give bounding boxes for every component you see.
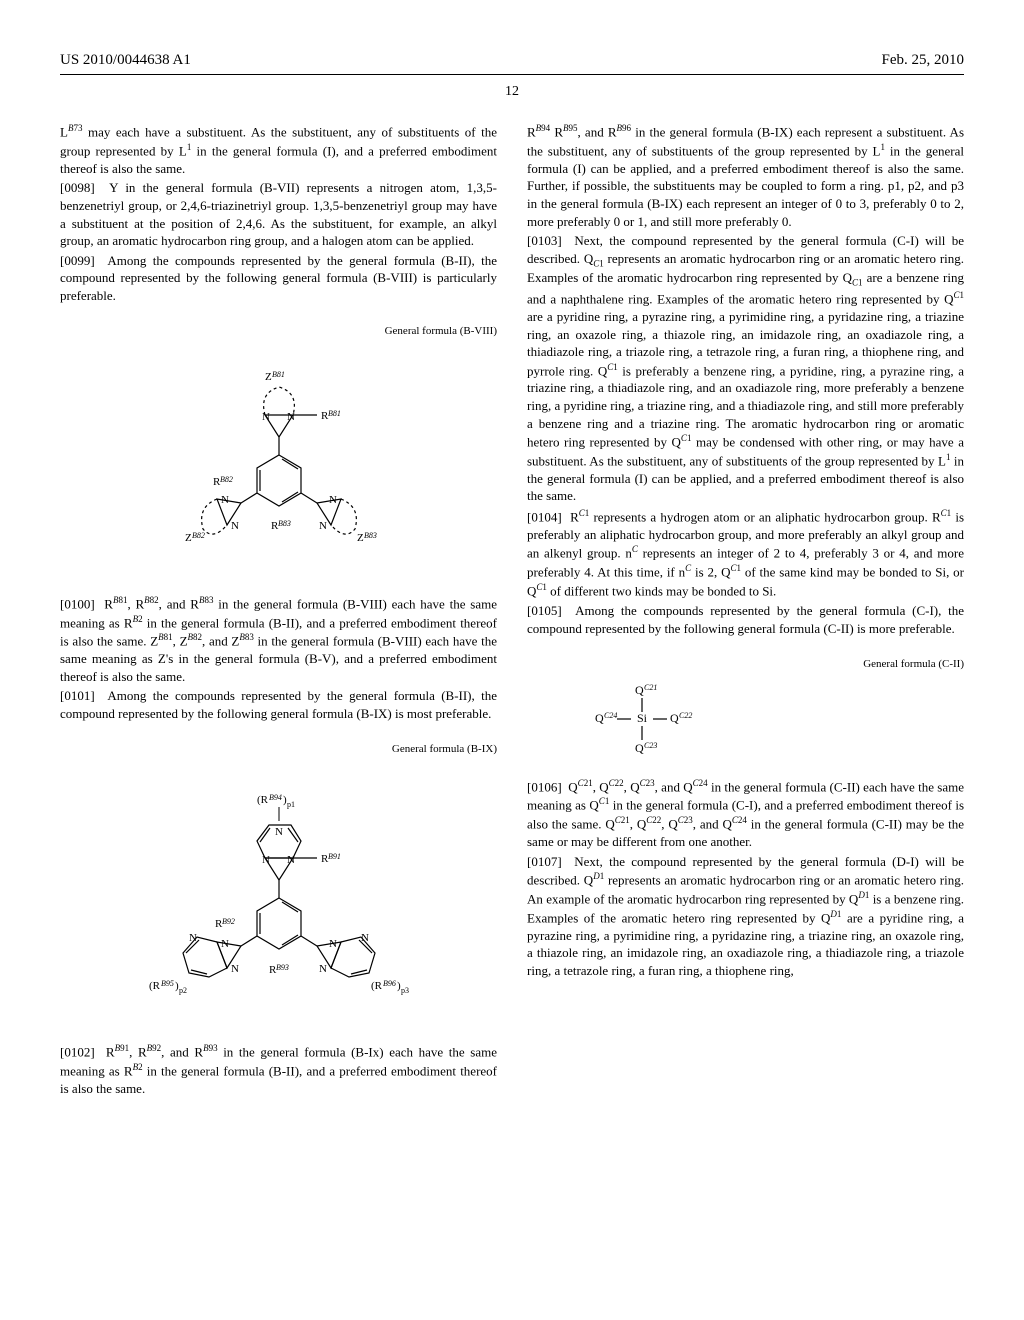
para-0105: [0105] Among the compounds represented b… <box>527 602 964 637</box>
figure-cii: Si QC21 QC22 QC23 QC24 <box>527 678 964 763</box>
svg-text:B91: B91 <box>328 852 341 861</box>
para-0106: [0106] QC21, QC22, QC23, and QC24 in the… <box>527 777 964 851</box>
svg-text:B95: B95 <box>161 979 174 988</box>
page-number: 12 <box>60 83 964 102</box>
svg-text:(R: (R <box>257 794 269 806</box>
para-cont-left: LB73 may each have a substituent. As the… <box>60 122 497 177</box>
svg-text:Q: Q <box>670 711 679 725</box>
formula-label-bix: General formula (B-IX) <box>60 742 497 757</box>
svg-text:N: N <box>329 938 337 950</box>
svg-text:B92: B92 <box>222 917 235 926</box>
svg-text:Q: Q <box>635 741 644 755</box>
svg-text:N: N <box>329 494 337 506</box>
para-0107: [0107] Next, the compound represented by… <box>527 853 964 980</box>
right-column: RB94 RB95, and RB96 in the general formu… <box>527 122 964 1099</box>
pub-date: Feb. 25, 2010 <box>882 50 965 70</box>
svg-text:B82: B82 <box>220 475 233 484</box>
svg-text:Z: Z <box>357 532 364 544</box>
para-0098: [0098] Y in the general formula (B-VII) … <box>60 179 497 249</box>
svg-text:N: N <box>262 411 270 423</box>
left-column: LB73 may each have a substituent. As the… <box>60 122 497 1099</box>
svg-text:N: N <box>319 963 327 975</box>
svg-text:N: N <box>221 494 229 506</box>
para-0102: [0102] RB91, RB92, and RB93 in the gener… <box>60 1042 497 1097</box>
svg-text:C23: C23 <box>644 741 657 750</box>
svg-text:B81: B81 <box>272 370 285 379</box>
svg-text:Z: Z <box>185 532 192 544</box>
pub-number: US 2010/0044638 A1 <box>60 50 191 70</box>
svg-text:N: N <box>287 854 295 866</box>
svg-text:C24: C24 <box>604 711 617 720</box>
svg-text:(R: (R <box>371 980 383 992</box>
svg-text:C21: C21 <box>644 683 657 692</box>
svg-text:N: N <box>262 854 270 866</box>
page-header: US 2010/0044638 A1 Feb. 25, 2010 <box>60 50 964 75</box>
svg-text:B96: B96 <box>383 979 396 988</box>
svg-text:B81: B81 <box>328 409 341 418</box>
content-columns: LB73 may each have a substituent. As the… <box>60 122 964 1099</box>
svg-text:(R: (R <box>149 980 161 992</box>
svg-text:p1: p1 <box>287 800 295 809</box>
svg-text:N: N <box>287 411 295 423</box>
svg-text:N: N <box>231 963 239 975</box>
svg-text:B82: B82 <box>192 531 205 540</box>
figure-bviii: ZB81 NN RB81 RB82 NN ZB82 RB83 NN ZB83 <box>60 345 497 580</box>
svg-text:N: N <box>361 932 369 944</box>
svg-text:Q: Q <box>635 683 644 697</box>
figure-bix: (RB94)p1 N NN RB91 RB92 NN N (RB95)p2 RB… <box>60 763 497 1028</box>
svg-text:N: N <box>189 932 197 944</box>
svg-text:Si: Si <box>637 711 648 725</box>
svg-text:p2: p2 <box>179 986 187 995</box>
svg-text:N: N <box>221 938 229 950</box>
para-0100: [0100] RB81, RB82, and RB83 in the gener… <box>60 594 497 686</box>
para-cont-right: RB94 RB95, and RB96 in the general formu… <box>527 122 964 230</box>
svg-text:N: N <box>275 826 283 838</box>
formula-label-bviii: General formula (B-VIII) <box>60 324 497 339</box>
svg-text:p3: p3 <box>401 986 409 995</box>
para-0103: [0103] Next, the compound represented by… <box>527 232 964 505</box>
svg-text:B93: B93 <box>276 963 289 972</box>
svg-text:B94: B94 <box>269 793 282 802</box>
para-0099: [0099] Among the compounds represented b… <box>60 252 497 305</box>
svg-text:N: N <box>231 520 239 532</box>
svg-text:B83: B83 <box>278 519 291 528</box>
svg-text:B83: B83 <box>364 531 377 540</box>
svg-text:C22: C22 <box>679 711 692 720</box>
svg-text:N: N <box>319 520 327 532</box>
formula-label-cii: General formula (C-II) <box>527 657 964 672</box>
svg-text:Q: Q <box>595 711 604 725</box>
para-0101: [0101] Among the compounds represented b… <box>60 687 497 722</box>
svg-text:Z: Z <box>265 371 272 383</box>
para-0104: [0104] RC1 represents a hydrogen atom or… <box>527 507 964 600</box>
